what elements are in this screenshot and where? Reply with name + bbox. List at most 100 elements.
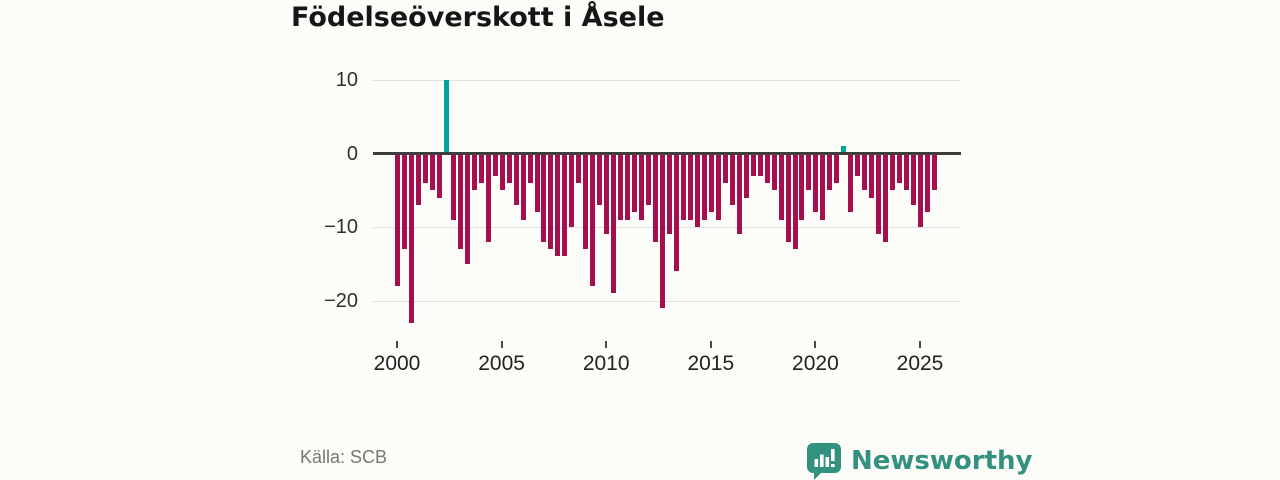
bar (869, 153, 875, 198)
bar (583, 153, 589, 249)
bar (841, 146, 847, 154)
bar (408, 153, 414, 323)
bar (924, 153, 930, 213)
bar (883, 153, 889, 242)
bar (876, 153, 882, 235)
bar (757, 153, 763, 176)
bar (646, 153, 652, 205)
newsworthy-brand: Newsworthy (806, 442, 1032, 480)
bar (443, 80, 449, 154)
bar (576, 153, 582, 183)
bar (834, 153, 840, 183)
x-axis-tick-label: 2010 (582, 352, 630, 375)
chart-title: Födelseöverskott i Åsele (291, 2, 665, 33)
y-axis-tick-label: 0 (346, 142, 358, 165)
bar (771, 153, 777, 191)
bar (820, 153, 826, 220)
bar (534, 153, 540, 213)
bar (778, 153, 784, 220)
bar (464, 153, 470, 264)
bar (457, 153, 463, 249)
bar (527, 153, 533, 183)
bar (855, 153, 861, 176)
x-axis-tick (396, 341, 398, 348)
newsworthy-logo-text: Newsworthy (851, 446, 1033, 476)
bar (402, 153, 408, 249)
bar (506, 153, 512, 183)
bar (918, 153, 924, 227)
bar (625, 153, 631, 220)
bar (904, 153, 910, 191)
bar (931, 153, 937, 191)
bar (485, 153, 491, 242)
bar (806, 153, 812, 191)
y-axis-tick-label: −20 (324, 289, 358, 312)
bar (653, 153, 659, 242)
bar (750, 153, 756, 176)
bar (520, 153, 526, 220)
bar (429, 153, 435, 191)
bar (666, 153, 672, 235)
gridline (373, 300, 961, 302)
bar (722, 153, 728, 183)
bar (680, 153, 686, 220)
x-axis-tick-label: 2020 (792, 352, 839, 375)
bar (813, 153, 819, 213)
gridline (373, 80, 961, 81)
bar (911, 153, 917, 205)
bar (569, 153, 575, 227)
bar (701, 153, 707, 220)
bar (597, 153, 603, 205)
bar (450, 153, 456, 220)
bar (694, 153, 700, 227)
x-axis-tick-label: 2005 (478, 352, 525, 375)
bar (785, 153, 791, 242)
bar (743, 153, 749, 198)
bar (548, 153, 554, 249)
bar (897, 153, 903, 183)
x-axis-tick (814, 341, 817, 348)
y-axis-tick-label: 10 (335, 69, 358, 91)
x-axis-tick-label: 2025 (896, 352, 944, 375)
bar (848, 153, 854, 213)
x-axis-tick (500, 341, 503, 348)
bar (541, 153, 547, 242)
bar (395, 153, 401, 286)
bar (513, 153, 519, 205)
bar (590, 153, 596, 286)
bar (415, 153, 421, 205)
bar (736, 153, 742, 235)
bar (687, 153, 693, 220)
newsworthy-logo-icon (807, 443, 841, 480)
y-axis-tick-label: −10 (324, 216, 358, 238)
bar (764, 153, 770, 183)
source-text: Källa: SCB (300, 447, 388, 467)
bar (639, 153, 645, 220)
bar (471, 153, 477, 191)
bar (715, 153, 721, 220)
bar (499, 153, 505, 191)
x-axis-zero-line (373, 152, 961, 155)
x-axis-tick-label: 2015 (687, 352, 735, 375)
bar (422, 153, 428, 183)
bar (492, 153, 498, 176)
bar (632, 153, 638, 213)
bar (890, 153, 896, 191)
bar (792, 153, 798, 249)
x-axis-tick (709, 341, 712, 348)
bar (660, 153, 666, 308)
bar (478, 153, 484, 183)
bar (604, 153, 610, 235)
bar (673, 153, 679, 272)
bar (436, 153, 442, 198)
bar (708, 153, 714, 213)
x-axis-tick-label: 2000 (373, 352, 421, 375)
bar (862, 153, 868, 191)
bar (611, 153, 617, 294)
bar (562, 153, 568, 257)
x-axis-tick (919, 341, 921, 348)
bar (618, 153, 624, 220)
bar (555, 153, 561, 257)
bar (799, 153, 805, 220)
